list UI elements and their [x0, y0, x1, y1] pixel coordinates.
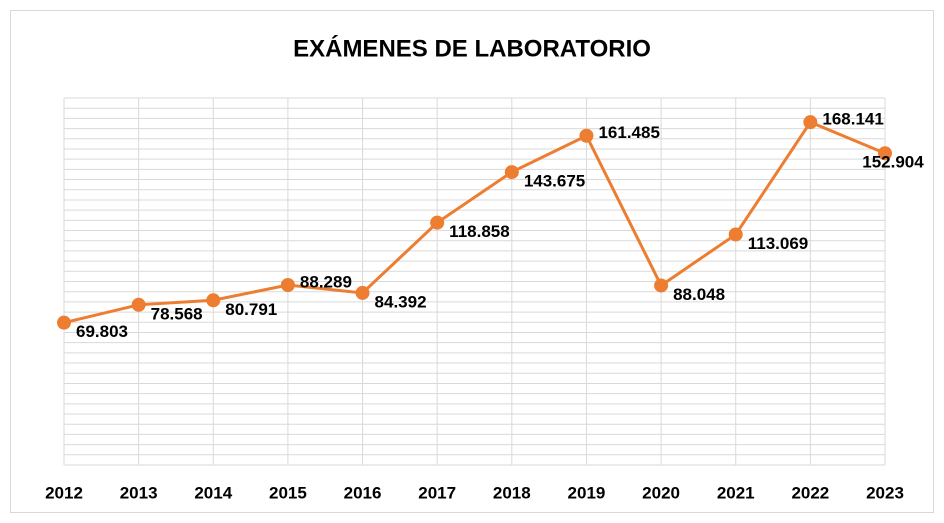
- data-label: 161.485: [598, 123, 659, 142]
- x-tick-label: 2018: [493, 483, 531, 502]
- point: [878, 146, 892, 161]
- x-tick-label: 2022: [791, 483, 829, 502]
- point: [579, 128, 594, 143]
- data-label: 69.803: [76, 322, 128, 341]
- point: [57, 315, 71, 330]
- point: [206, 293, 221, 308]
- point: [355, 285, 370, 300]
- x-tick-label: 2015: [269, 483, 307, 502]
- chart-title: EXÁMENES DE LABORATORIO: [293, 34, 651, 62]
- x-tick-label: 2021: [717, 483, 755, 502]
- data-label: 78.568: [151, 304, 203, 323]
- x-tick-label: 2023: [866, 483, 904, 502]
- point: [504, 165, 519, 180]
- point: [280, 277, 295, 292]
- point: [803, 115, 818, 130]
- data-label: 113.069: [748, 234, 809, 253]
- line: [63, 120, 886, 325]
- data-label: 88.289: [300, 272, 352, 291]
- point: [131, 297, 146, 312]
- x-tick-label: 2016: [344, 483, 382, 502]
- data-label: 84.392: [375, 292, 427, 311]
- x-tick-label: 2014: [194, 483, 232, 502]
- x-tick-label: 2020: [642, 483, 680, 502]
- point: [654, 278, 669, 293]
- data-label: 88.048: [673, 285, 725, 304]
- x-tick-label: 2017: [418, 483, 456, 502]
- data-label: 118.858: [449, 222, 510, 241]
- data-label: 143.675: [524, 172, 585, 191]
- point: [728, 227, 743, 242]
- x-tick-label: 2019: [568, 483, 606, 502]
- x-tick-label: 2013: [120, 483, 158, 502]
- data-label: 152.904: [862, 153, 924, 172]
- point: [430, 215, 445, 230]
- data-label: 168.141: [822, 110, 883, 129]
- data-label: 80.791: [225, 300, 277, 319]
- x-tick-label: 2012: [45, 483, 83, 502]
